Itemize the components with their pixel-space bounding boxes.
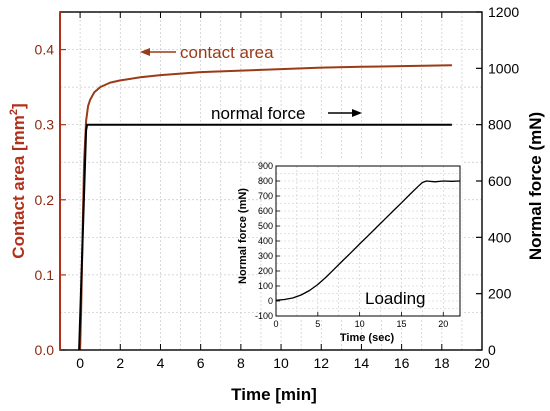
- x-tick-label: 18: [434, 355, 450, 371]
- inset-y-tick-label: -100: [255, 311, 273, 321]
- inset-chart: 0 5 10 15 20-1000100200300400500600700800900…: [237, 160, 462, 344]
- inset-loading-label: Loading: [365, 289, 426, 308]
- x-tick-label: 16: [394, 355, 410, 371]
- inset-y-tick-label: 900: [258, 161, 273, 171]
- right-tick-label: 600: [488, 173, 512, 189]
- inset-x-tick-label: 5: [315, 319, 320, 329]
- inset-x-tick-label: 20: [438, 319, 448, 329]
- inset-y-tick-label: 300: [258, 251, 273, 261]
- inset-y-tick-label: 500: [258, 221, 273, 231]
- x-tick-label: 6: [197, 355, 205, 371]
- inset-y-tick-label: 400: [258, 236, 273, 246]
- inset-x-axis-title: Time (sec): [340, 332, 395, 344]
- left-axis-title: Contact area [mm2]: [8, 103, 28, 258]
- inset-y-tick-label: 0: [268, 296, 273, 306]
- right-tick-label: 400: [488, 229, 512, 245]
- contact-area-label: contact area: [180, 43, 274, 62]
- inset-x-tick-label: 15: [396, 319, 406, 329]
- inset-y-tick-label: 100: [258, 281, 273, 291]
- right-axis-title: Normal force (mN): [526, 112, 545, 260]
- main-tick-labels: 0 2 4 6 8 10 12 14 16 18 200.00.10.20.30.402004006…: [35, 4, 520, 371]
- inset-x-tick-label: 10: [355, 319, 365, 329]
- normal-force-label: normal force: [211, 104, 305, 123]
- x-tick-label: 4: [157, 355, 165, 371]
- inset-series: [275, 180, 461, 301]
- inset-y-tick-label: 600: [258, 206, 273, 216]
- normal-force-line: [78, 123, 452, 351]
- inset-x-tick-label: 0: [273, 319, 278, 329]
- left-axis-title-main: Contact area [mm: [9, 115, 28, 259]
- x-tick-label: 8: [237, 355, 245, 371]
- inset-loading-line: [275, 180, 461, 301]
- left-tick-label: 0.3: [35, 117, 55, 133]
- left-tick-label: 0.2: [35, 192, 55, 208]
- left-axis-title-close: ]: [9, 103, 28, 109]
- left-tick-label: 0.4: [35, 42, 55, 58]
- inset-y-axis-title: Normal force (mN): [237, 188, 249, 284]
- x-tick-label: 12: [313, 355, 329, 371]
- x-tick-label: 20: [474, 355, 490, 371]
- x-tick-label: 10: [273, 355, 289, 371]
- left-tick-label: 0.1: [35, 267, 55, 283]
- x-tick-label: 0: [76, 355, 84, 371]
- normal-force-arrow-head: [352, 109, 362, 117]
- right-tick-label: 800: [488, 117, 512, 133]
- inset-frame: [275, 165, 461, 317]
- x-tick-label: 2: [116, 355, 124, 371]
- inset-y-tick-label: 200: [258, 266, 273, 276]
- right-tick-label: 0: [488, 342, 496, 358]
- contact-area-annotation: contact area: [140, 43, 274, 62]
- right-tick-label: 200: [488, 286, 512, 302]
- inset-y-tick-label: 800: [258, 176, 273, 186]
- main-series: [78, 64, 452, 351]
- left-axis-title-sup: 2: [8, 109, 20, 115]
- inset-y-tick-label: 700: [258, 191, 273, 201]
- inset-grid: [276, 166, 460, 316]
- contact-area-arrow-head: [140, 48, 150, 56]
- right-tick-label: 1200: [488, 4, 519, 20]
- left-tick-label: 0.0: [35, 342, 55, 358]
- normal-force-annotation: normal force: [211, 104, 362, 123]
- right-tick-label: 1000: [488, 60, 519, 76]
- x-axis-title: Time [min]: [231, 385, 317, 404]
- x-tick-label: 14: [354, 355, 370, 371]
